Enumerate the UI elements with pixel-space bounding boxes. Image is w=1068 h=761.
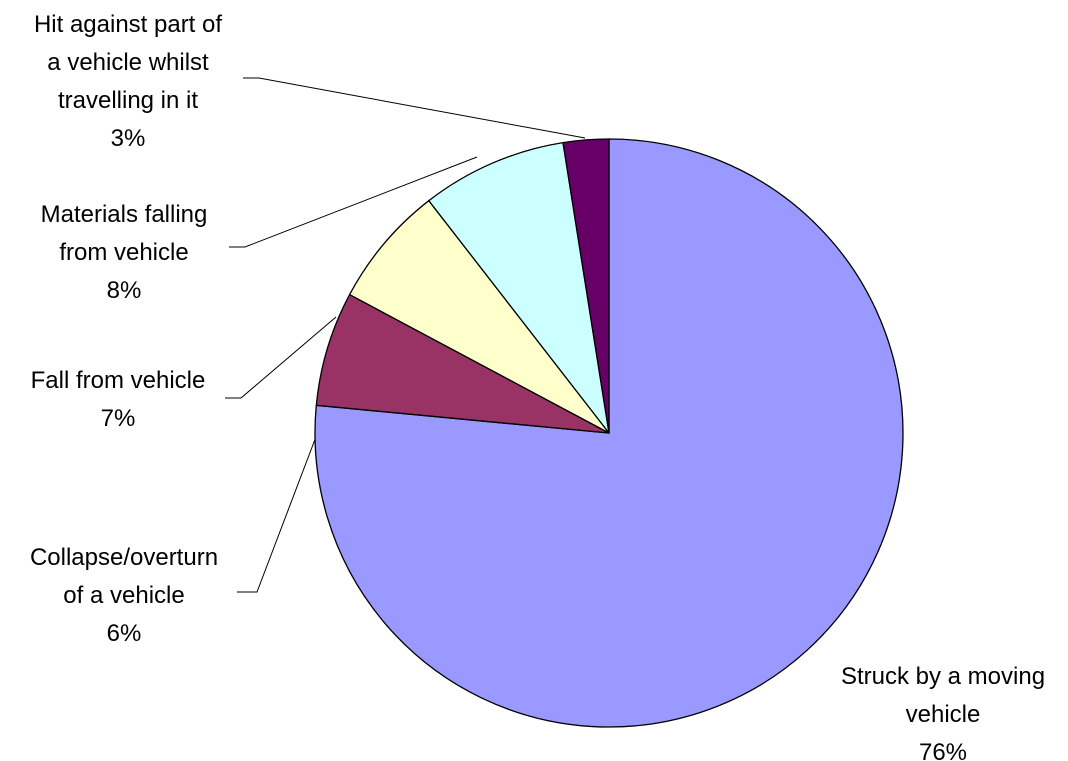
slice-fall-from-vehicle [348, 200, 610, 434]
slice-label-line: Hit against part of [34, 11, 222, 38]
pie-slices [314, 138, 904, 728]
slice-label-line: Struck by a moving [841, 663, 1045, 690]
slice-label-line: vehicle [906, 701, 981, 728]
label-materials-falling: Materials falling from vehicle 8% [41, 201, 208, 304]
label-fall-from-vehicle: Fall from vehicle 7% [31, 367, 206, 432]
slice-label-line: Collapse/overturn [30, 544, 218, 571]
slice-label-line: Fall from vehicle [31, 367, 206, 394]
slice-percent-label: 8% [107, 277, 142, 304]
label-struck-by-moving-vehicle: Struck by a moving vehicle 76% [841, 663, 1045, 761]
leader-line-collapse-overturn [237, 420, 323, 593]
slice-percent-label: 3% [111, 125, 146, 152]
slice-percent-label: 6% [107, 620, 142, 647]
slice-percent-label: 76% [919, 739, 967, 761]
leader-line-materials-falling [229, 156, 478, 248]
slice-labels: Struck by a moving vehicle 76% Collapse/ove… [30, 11, 1045, 761]
slice-percent-label: 7% [101, 405, 136, 432]
slice-label-line: Materials falling [41, 201, 208, 228]
slice-label-line: travelling in it [58, 87, 198, 114]
label-hit-against-part: Hit against part of a vehicle whilst trave… [34, 11, 222, 152]
slice-struck-by-moving-vehicle [314, 138, 904, 728]
leader-lines [225, 77, 586, 593]
slice-label-line: from vehicle [59, 239, 188, 266]
leader-line-fall-from-vehicle [225, 316, 337, 399]
leader-line-hit-against-part [243, 77, 586, 139]
slice-label-line: of a vehicle [63, 582, 184, 609]
slice-label-line: a vehicle whilst [47, 49, 209, 76]
slice-collapse-overturn [315, 293, 610, 434]
slice-materials-falling [428, 141, 610, 434]
label-collapse-overturn: Collapse/overturn of a vehicle 6% [30, 544, 218, 647]
slice-hit-against-part [562, 138, 610, 434]
